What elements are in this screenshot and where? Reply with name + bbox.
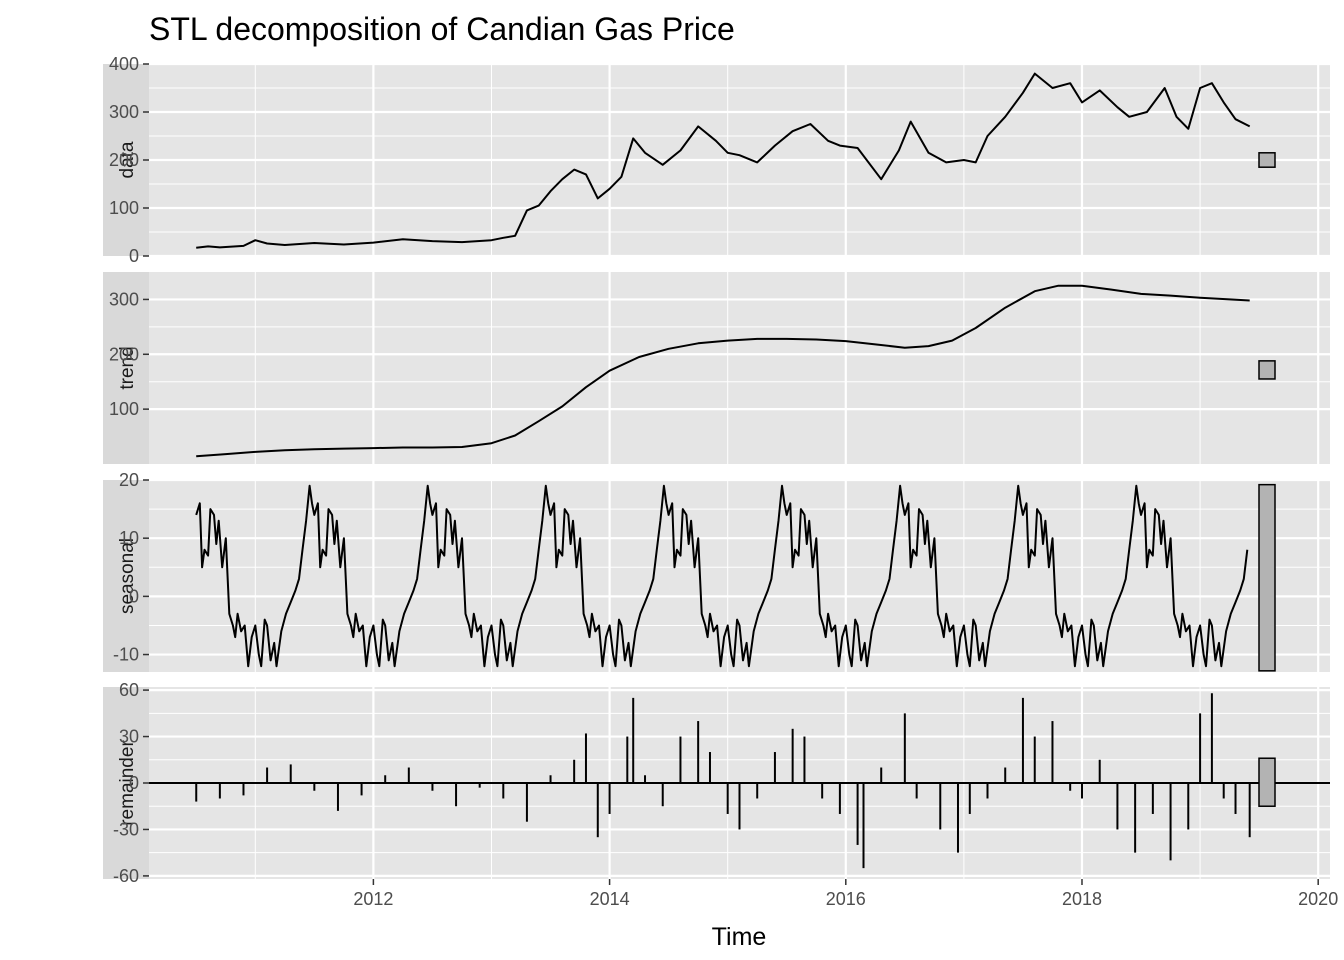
series-line-trend [196,284,1250,458]
y-tick-label: 400 [109,54,139,74]
chart-title: STL decomposition of Candian Gas Price [149,11,735,47]
strip-label-seasonal: seasonal [117,538,138,614]
panel-data: data 0 100 200 300 400 [103,54,1330,266]
range-bar-trend [1258,360,1276,380]
y-tick-label: 30 [119,727,139,747]
y-tick-label: 100 [109,198,139,218]
panel-seasonal: seasonal -10 0 10 20 [103,470,1330,672]
strip-label-data: data [117,141,138,178]
panels-group: data0100200300400trend100200300seasonal-… [103,54,1330,886]
y-tick-label: -10 [113,645,139,665]
series-line-data [196,72,1251,249]
y-tick-label: -30 [113,819,139,839]
y-tick-label: 60 [119,680,139,700]
y-tick-label: 0 [129,586,139,606]
y-tick-label: 0 [129,773,139,793]
y-tick-label: 300 [109,102,139,122]
x-axis-title: Time [712,923,767,951]
strip-label-trend: trend [117,346,138,389]
x-tick-label: 2016 [826,889,866,909]
strip-trend [103,272,149,464]
strip-label-remainder: remainder [117,740,138,826]
series-line-seasonal [195,484,1249,668]
x-tick-label: 2018 [1062,889,1102,909]
strip-data [103,64,149,256]
range-bar-seasonal [1258,483,1276,672]
panel-background [149,272,1330,464]
y-tick-label: -60 [113,866,139,886]
y-tick-label: 0 [129,246,139,266]
strip-remainder [103,687,149,879]
x-tick-label: 2020 [1298,889,1338,909]
y-tick-label: 200 [109,344,139,364]
x-axis: 2012 2014 2016 2018 2020 [353,879,1338,909]
y-tick-label: 300 [109,289,139,309]
x-tick-label: 2012 [353,889,393,909]
y-tick-label: 20 [119,470,139,490]
panel-remainder: remainder -60 -30 0 30 60 [103,680,1330,886]
range-bar-remainder [1258,757,1276,807]
x-tick-label: 2014 [590,889,630,909]
y-tick-label: 10 [119,528,139,548]
range-bar-data [1258,152,1276,168]
panel-trend: trend 100 200 300 [103,272,1330,464]
strip-seasonal [103,480,149,672]
y-tick-label: 200 [109,150,139,170]
y-tick-label: 100 [109,399,139,419]
